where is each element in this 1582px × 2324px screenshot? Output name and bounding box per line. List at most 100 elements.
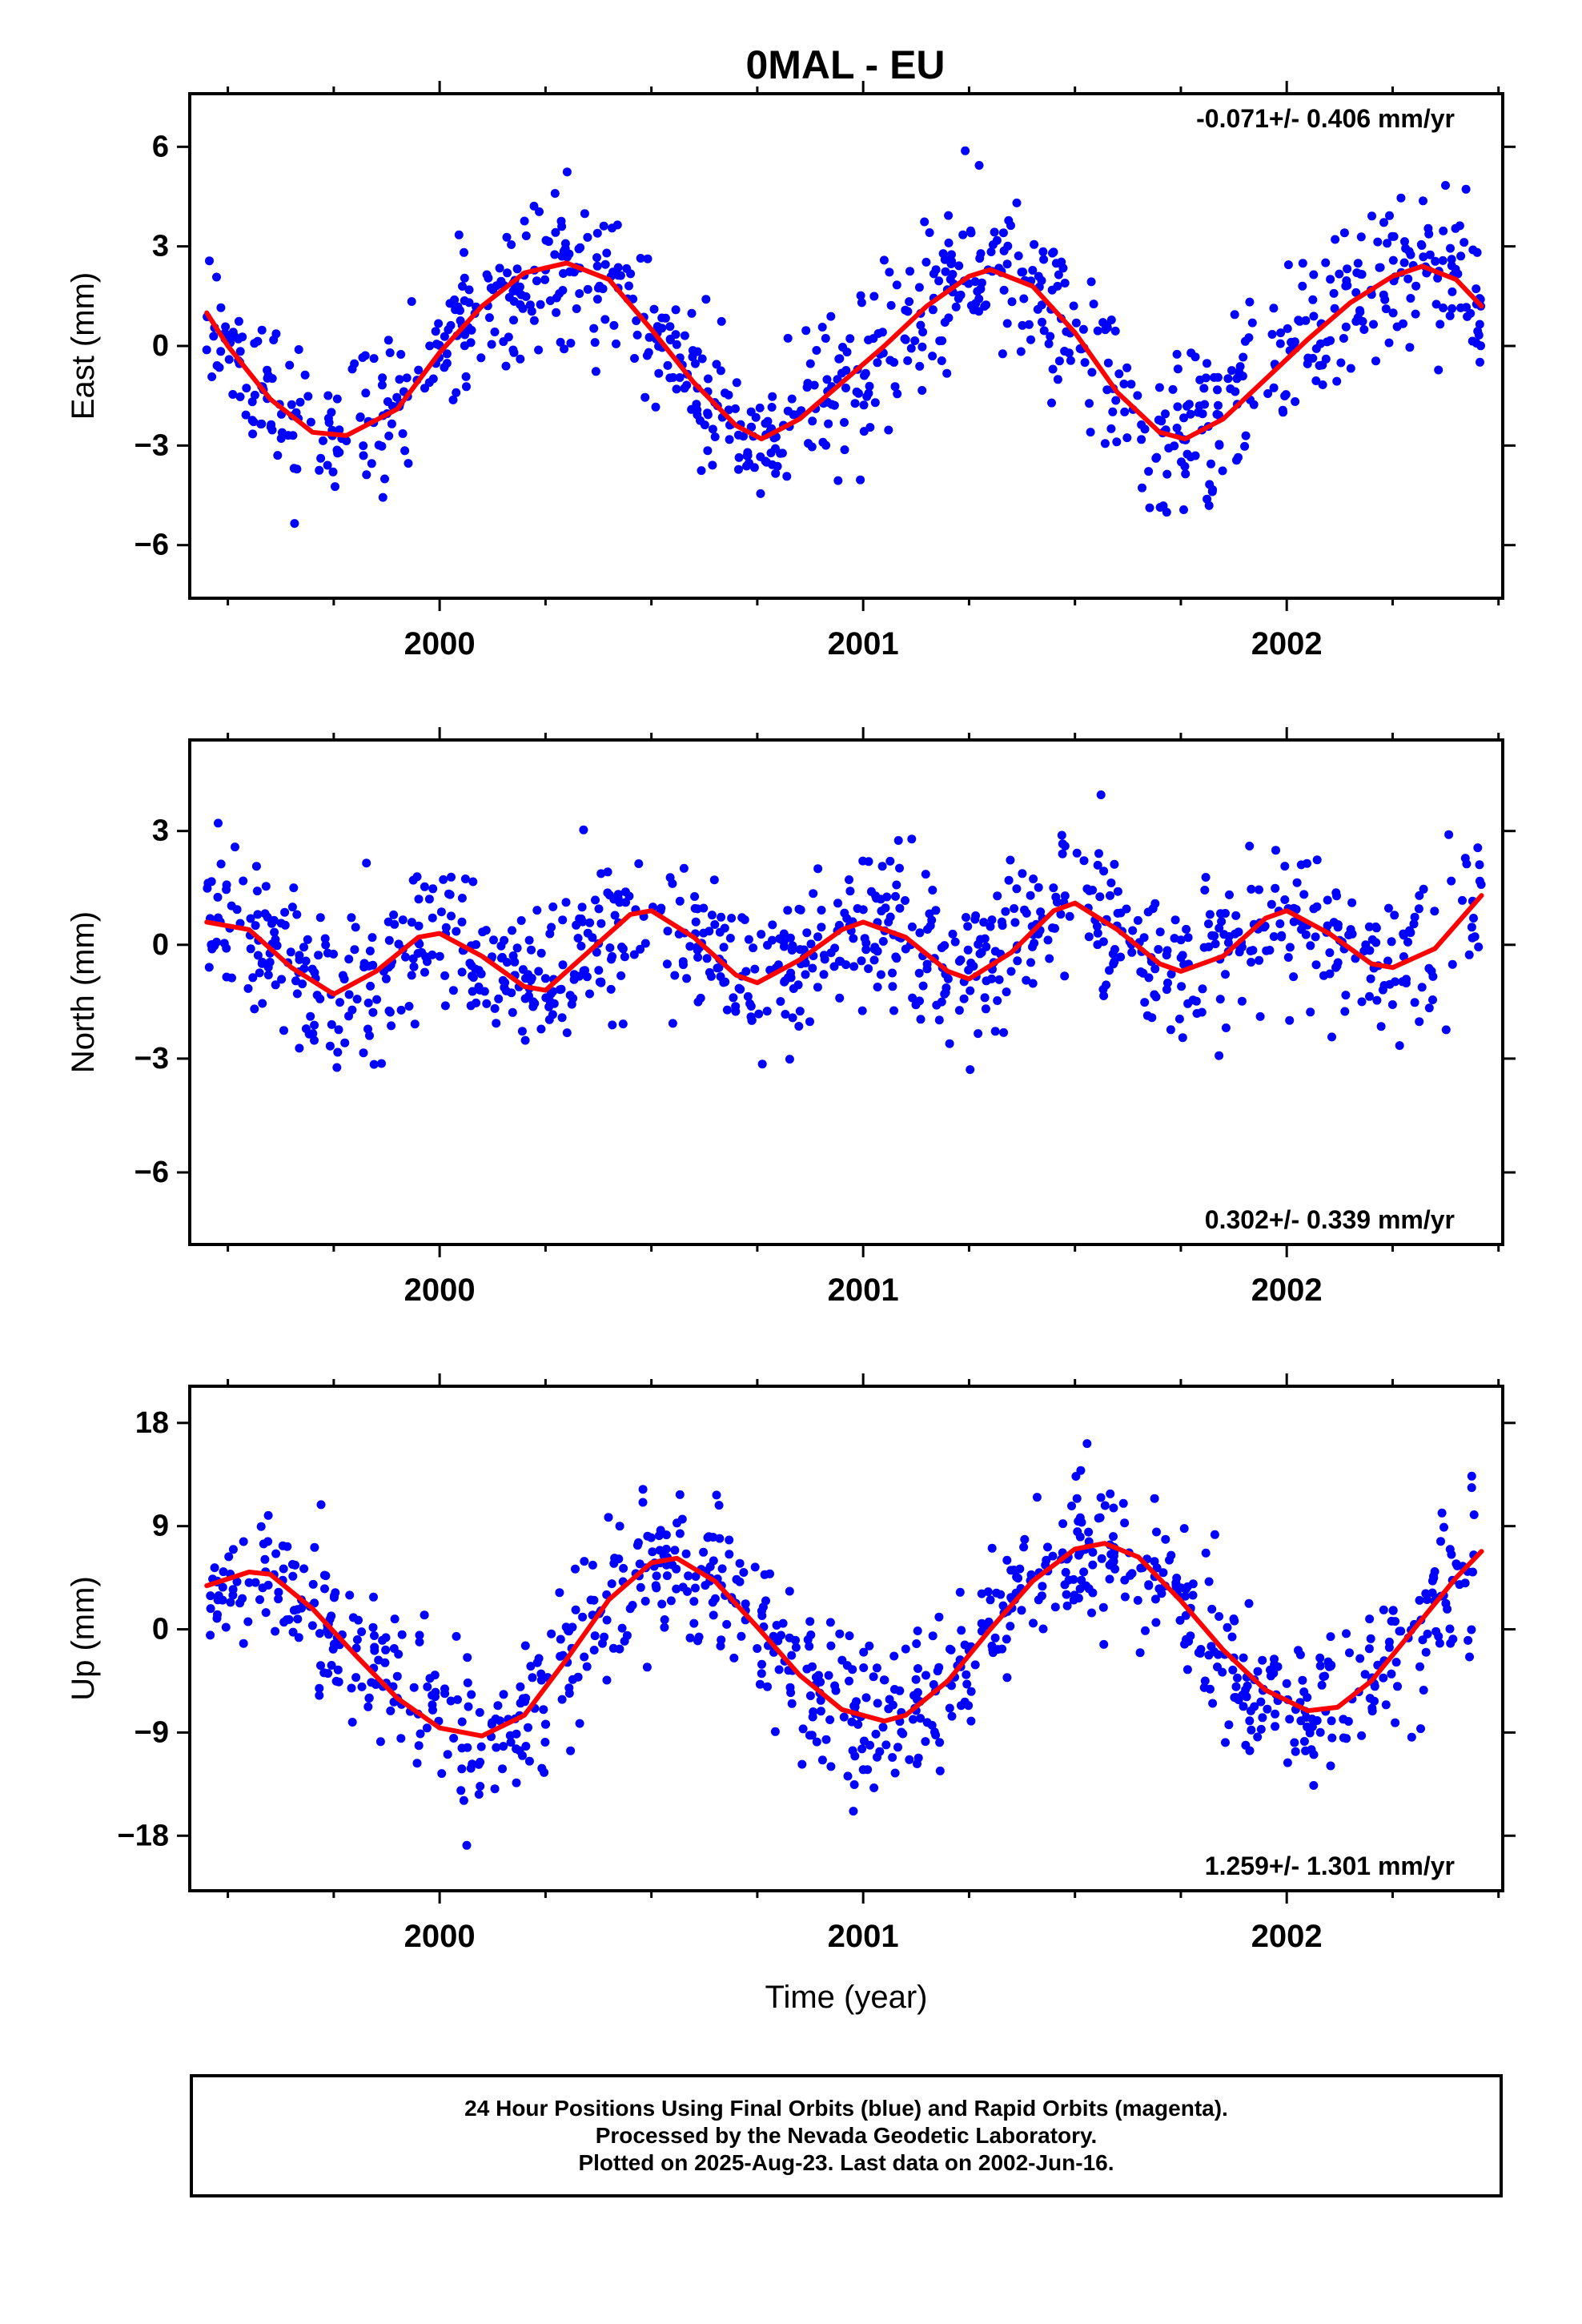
- east-point: [442, 349, 452, 359]
- east-ylabel: East (mm): [66, 272, 101, 420]
- north-point: [321, 940, 331, 950]
- up-point: [1012, 1572, 1022, 1582]
- east-point: [387, 419, 396, 428]
- north-point: [1060, 842, 1070, 850]
- up-point: [1006, 1622, 1015, 1631]
- north-point: [1417, 983, 1427, 992]
- north-point: [787, 946, 797, 955]
- up-point: [378, 1635, 387, 1645]
- east-point: [1330, 304, 1339, 313]
- east-point: [900, 334, 909, 344]
- up-point: [221, 1622, 231, 1632]
- up-point: [536, 1675, 546, 1685]
- east-point: [1388, 255, 1398, 265]
- north-point: [407, 918, 416, 927]
- east-point: [1034, 271, 1043, 281]
- east-point: [845, 334, 855, 344]
- up-point: [755, 1679, 765, 1689]
- north-point: [457, 894, 467, 903]
- north-point: [214, 818, 223, 828]
- east-point: [1276, 328, 1286, 338]
- east-point: [1388, 308, 1398, 318]
- east-point: [250, 390, 259, 400]
- up-point: [1315, 1727, 1325, 1737]
- east-point: [454, 230, 464, 239]
- east-point: [998, 349, 1007, 359]
- east-point: [1351, 287, 1361, 297]
- east-point: [1106, 424, 1116, 433]
- east-point: [946, 275, 955, 284]
- up-point: [777, 1630, 785, 1640]
- up-ytick-label: −18: [118, 1819, 169, 1852]
- east-point: [221, 322, 231, 332]
- north-point: [327, 1019, 336, 1029]
- north-point: [481, 926, 491, 935]
- up-point: [1245, 1746, 1255, 1755]
- east-point: [903, 307, 913, 316]
- north-point: [310, 968, 319, 977]
- north-point: [476, 969, 486, 979]
- north-point: [384, 935, 394, 945]
- east-point: [822, 375, 832, 384]
- east-point: [1379, 218, 1388, 227]
- north-point: [1387, 1000, 1397, 1009]
- east-point: [1308, 295, 1318, 304]
- up-point: [256, 1522, 266, 1531]
- east-point: [710, 432, 720, 441]
- up-point: [263, 1537, 273, 1546]
- east-point: [1086, 277, 1096, 287]
- east-point: [1358, 316, 1367, 326]
- up-point: [1071, 1472, 1081, 1481]
- north-point: [1384, 903, 1393, 913]
- north-point: [1255, 885, 1263, 895]
- east-point: [856, 291, 865, 300]
- east-point: [550, 250, 560, 259]
- east-point: [917, 386, 927, 395]
- north-point: [482, 999, 492, 1008]
- north-point: [1231, 911, 1241, 920]
- east-point: [1451, 264, 1460, 274]
- north-point: [557, 1013, 567, 1023]
- north-point: [1128, 926, 1138, 935]
- east-point: [572, 304, 581, 313]
- up-point: [490, 1784, 500, 1794]
- east-point: [228, 390, 238, 399]
- east-point: [486, 283, 496, 293]
- north-point: [616, 971, 626, 980]
- north-point: [576, 914, 586, 923]
- north-point: [1110, 859, 1119, 869]
- east-point: [1054, 270, 1063, 279]
- up-point: [839, 1712, 849, 1722]
- east-point: [1204, 501, 1214, 510]
- up-point: [993, 1645, 1002, 1655]
- up-point: [1379, 1605, 1388, 1614]
- up-point: [297, 1603, 307, 1613]
- east-point: [560, 239, 570, 248]
- up-point: [526, 1662, 536, 1671]
- east-point: [460, 296, 469, 305]
- north-point: [253, 951, 263, 960]
- up-point: [983, 1587, 993, 1597]
- north-point: [261, 882, 271, 891]
- up-point: [547, 1629, 556, 1638]
- up-point: [1141, 1626, 1150, 1635]
- east-point: [1066, 356, 1075, 365]
- east-point: [1241, 431, 1251, 440]
- north-point: [1182, 924, 1191, 934]
- up-point: [725, 1535, 734, 1545]
- up-point: [1215, 1612, 1224, 1621]
- north-point: [892, 954, 901, 963]
- east-point: [1120, 407, 1130, 416]
- east-point: [861, 368, 870, 378]
- east-point: [323, 391, 333, 400]
- north-point: [962, 913, 970, 922]
- north-point: [749, 943, 758, 953]
- up-point: [324, 1630, 333, 1639]
- east-point: [1411, 309, 1420, 319]
- north-point: [1312, 855, 1322, 865]
- east-point: [460, 341, 469, 351]
- east-point: [1460, 238, 1469, 247]
- up-point: [608, 1643, 618, 1653]
- east-point: [701, 295, 711, 304]
- east-point: [608, 223, 616, 233]
